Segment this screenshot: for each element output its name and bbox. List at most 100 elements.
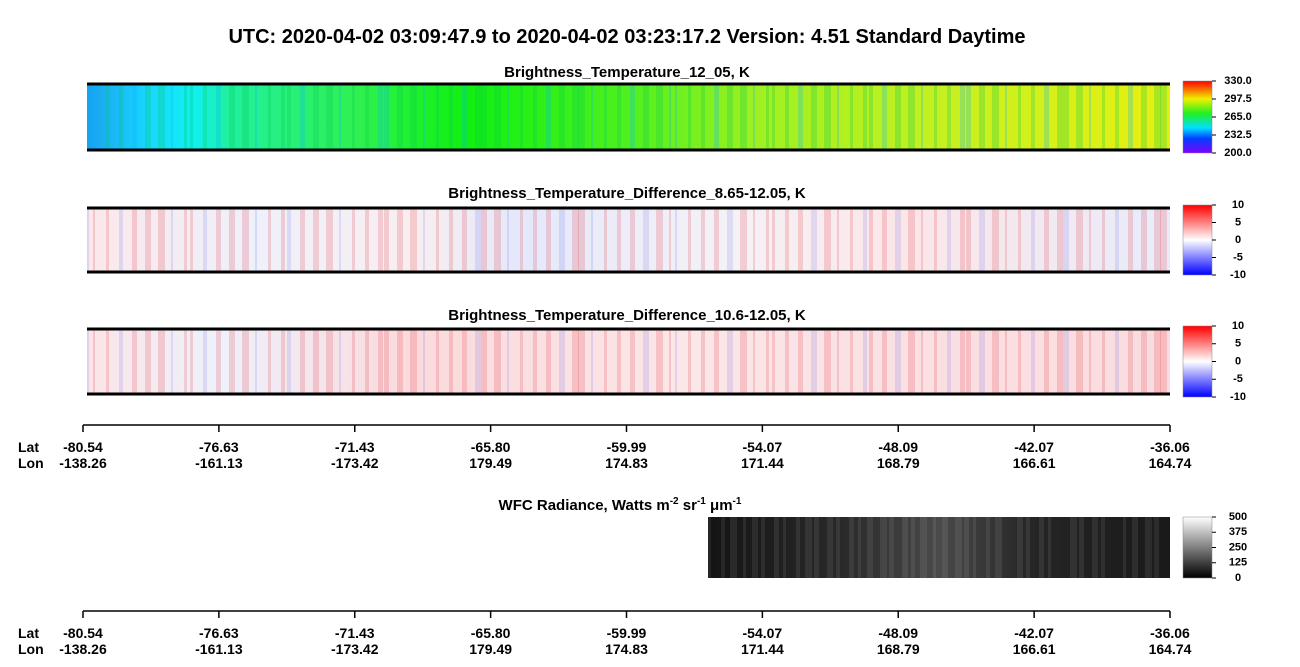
panel-streak <box>507 329 509 394</box>
panel-streak <box>675 208 677 272</box>
panel-streak <box>339 208 341 272</box>
wfc-streak <box>1079 517 1084 578</box>
wfc-streak <box>973 517 976 578</box>
panel-streak <box>145 208 151 272</box>
lon-tick-label: 168.79 <box>877 641 920 657</box>
panel-streak <box>436 329 439 394</box>
panel-streak <box>785 329 789 394</box>
panel-streak <box>688 329 691 394</box>
panel-streak <box>132 84 137 150</box>
panel-streak <box>992 329 999 394</box>
panel-streak <box>753 84 755 150</box>
title-part: μm <box>706 497 733 514</box>
panel-streak <box>1057 329 1063 394</box>
lon-tick-label: -138.26 <box>59 641 107 657</box>
panel-streak <box>462 208 467 272</box>
panel-streak <box>365 84 369 150</box>
wfc-streak <box>942 517 948 578</box>
panel-streak <box>1115 329 1119 394</box>
panel-streak <box>397 329 403 394</box>
colorbar-tick-label: 10 <box>1232 320 1244 332</box>
panel-streak <box>93 84 95 150</box>
colorbar-tick-label: -5 <box>1233 373 1243 385</box>
panel-streak <box>190 329 193 394</box>
panel-streak <box>171 329 173 394</box>
panel-title: Brightness_Temperature_12_05, K <box>504 64 750 81</box>
panel-streak <box>992 208 999 272</box>
lon-tick-label: 179.49 <box>469 455 512 471</box>
panel-streak <box>798 329 803 394</box>
panel-streak <box>714 84 719 150</box>
panel-streak <box>1044 329 1049 394</box>
wfc-streak <box>836 517 840 578</box>
wfc-streak <box>827 517 833 578</box>
panel-streak <box>313 84 319 150</box>
panel-streak <box>947 84 951 150</box>
panel-streak <box>1102 208 1105 272</box>
panel-streak <box>190 208 193 272</box>
panel-streak <box>643 208 649 272</box>
panel-streak <box>895 329 901 394</box>
panel-image <box>87 208 1170 272</box>
lon-tick-label: -173.42 <box>331 455 379 471</box>
panel-streak <box>753 329 755 394</box>
panel-streak <box>863 208 867 272</box>
lon-tick-label: 171.44 <box>741 455 784 471</box>
panel-streak <box>824 84 831 150</box>
panel-streak <box>559 329 565 394</box>
panel-streak <box>824 329 831 394</box>
panel-streak <box>410 84 417 150</box>
panel-streak <box>604 329 607 394</box>
panel-streak <box>475 208 481 272</box>
panel-streak <box>656 208 663 272</box>
panel-streak <box>669 84 671 150</box>
panel-streak <box>481 329 487 394</box>
panel-streak <box>869 329 873 394</box>
panel-streak <box>992 84 999 150</box>
lat-tick-label: -76.63 <box>199 625 239 641</box>
colorbar <box>1182 516 1213 579</box>
panel-streak <box>578 84 585 150</box>
panel-streak <box>507 208 509 272</box>
panel-streak <box>1102 84 1105 150</box>
panel-streak <box>617 84 621 150</box>
lat-tick-label: -80.54 <box>63 625 103 641</box>
panel-streak <box>630 84 635 150</box>
colorbar <box>1182 325 1213 398</box>
panel-streak <box>772 84 775 150</box>
lat-tick-label: -54.07 <box>743 625 783 641</box>
panel-streak <box>850 84 853 150</box>
panel-streak <box>171 208 173 272</box>
lat-tick-label: -36.06 <box>1150 439 1190 455</box>
panel-streak <box>1141 208 1147 272</box>
panel-streak <box>520 208 523 272</box>
panel-streak <box>895 208 901 272</box>
panel-streak <box>546 208 551 272</box>
lat-tick-label: -59.99 <box>607 439 647 455</box>
lon-tick-label: 179.49 <box>469 641 512 657</box>
panel-streak <box>1076 208 1083 272</box>
panel-streak <box>423 329 425 394</box>
panel-streak <box>772 329 775 394</box>
lon-label: Lon <box>18 641 44 657</box>
panel-streak <box>268 329 271 394</box>
wfc-streak <box>1070 517 1077 578</box>
panel-streak <box>106 208 109 272</box>
panel-streak <box>1160 329 1167 394</box>
wfc-streak <box>858 517 861 578</box>
panel-streak <box>158 208 165 272</box>
panel-streak <box>869 208 873 272</box>
panel-streak <box>947 208 951 272</box>
panel-streak <box>591 329 593 394</box>
panel-streak <box>921 329 923 394</box>
panel-streak <box>811 84 817 150</box>
panel-streak <box>1160 208 1167 272</box>
panel-streak <box>740 208 747 272</box>
panel-streak <box>824 208 831 272</box>
panel-streak <box>701 208 705 272</box>
panel-streak <box>410 329 417 394</box>
panel-streak <box>397 208 403 272</box>
panel-streak <box>908 329 915 394</box>
lon-tick-label: 166.61 <box>1013 455 1056 471</box>
panel-streak <box>753 208 755 272</box>
